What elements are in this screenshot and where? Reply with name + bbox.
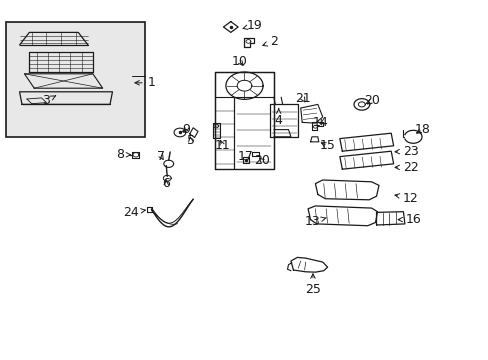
Text: 5: 5: [186, 134, 194, 147]
Text: 3: 3: [42, 94, 56, 107]
Text: 24: 24: [123, 206, 145, 219]
Text: 22: 22: [394, 161, 418, 174]
Text: 25: 25: [305, 274, 320, 296]
Text: 18: 18: [414, 123, 430, 136]
Text: 16: 16: [397, 213, 420, 226]
Text: 1: 1: [135, 76, 155, 89]
Text: 20: 20: [363, 94, 379, 107]
Text: 10: 10: [231, 55, 247, 68]
Text: 21: 21: [295, 93, 310, 105]
Text: 4: 4: [274, 108, 282, 127]
Text: 11: 11: [214, 139, 230, 152]
Text: 12: 12: [394, 192, 418, 204]
Text: 14: 14: [312, 116, 327, 129]
Text: 15: 15: [319, 139, 335, 152]
Text: 17: 17: [238, 150, 253, 163]
Text: 9: 9: [182, 123, 189, 136]
Bar: [6, 22, 145, 137]
Text: 2: 2: [262, 35, 277, 48]
Text: 13: 13: [305, 215, 325, 228]
Text: 7: 7: [157, 150, 165, 163]
Text: 19: 19: [243, 19, 262, 32]
Text: 6: 6: [162, 177, 170, 190]
Text: 23: 23: [394, 145, 418, 158]
Text: 20: 20: [253, 154, 269, 167]
Text: 8: 8: [116, 148, 130, 161]
